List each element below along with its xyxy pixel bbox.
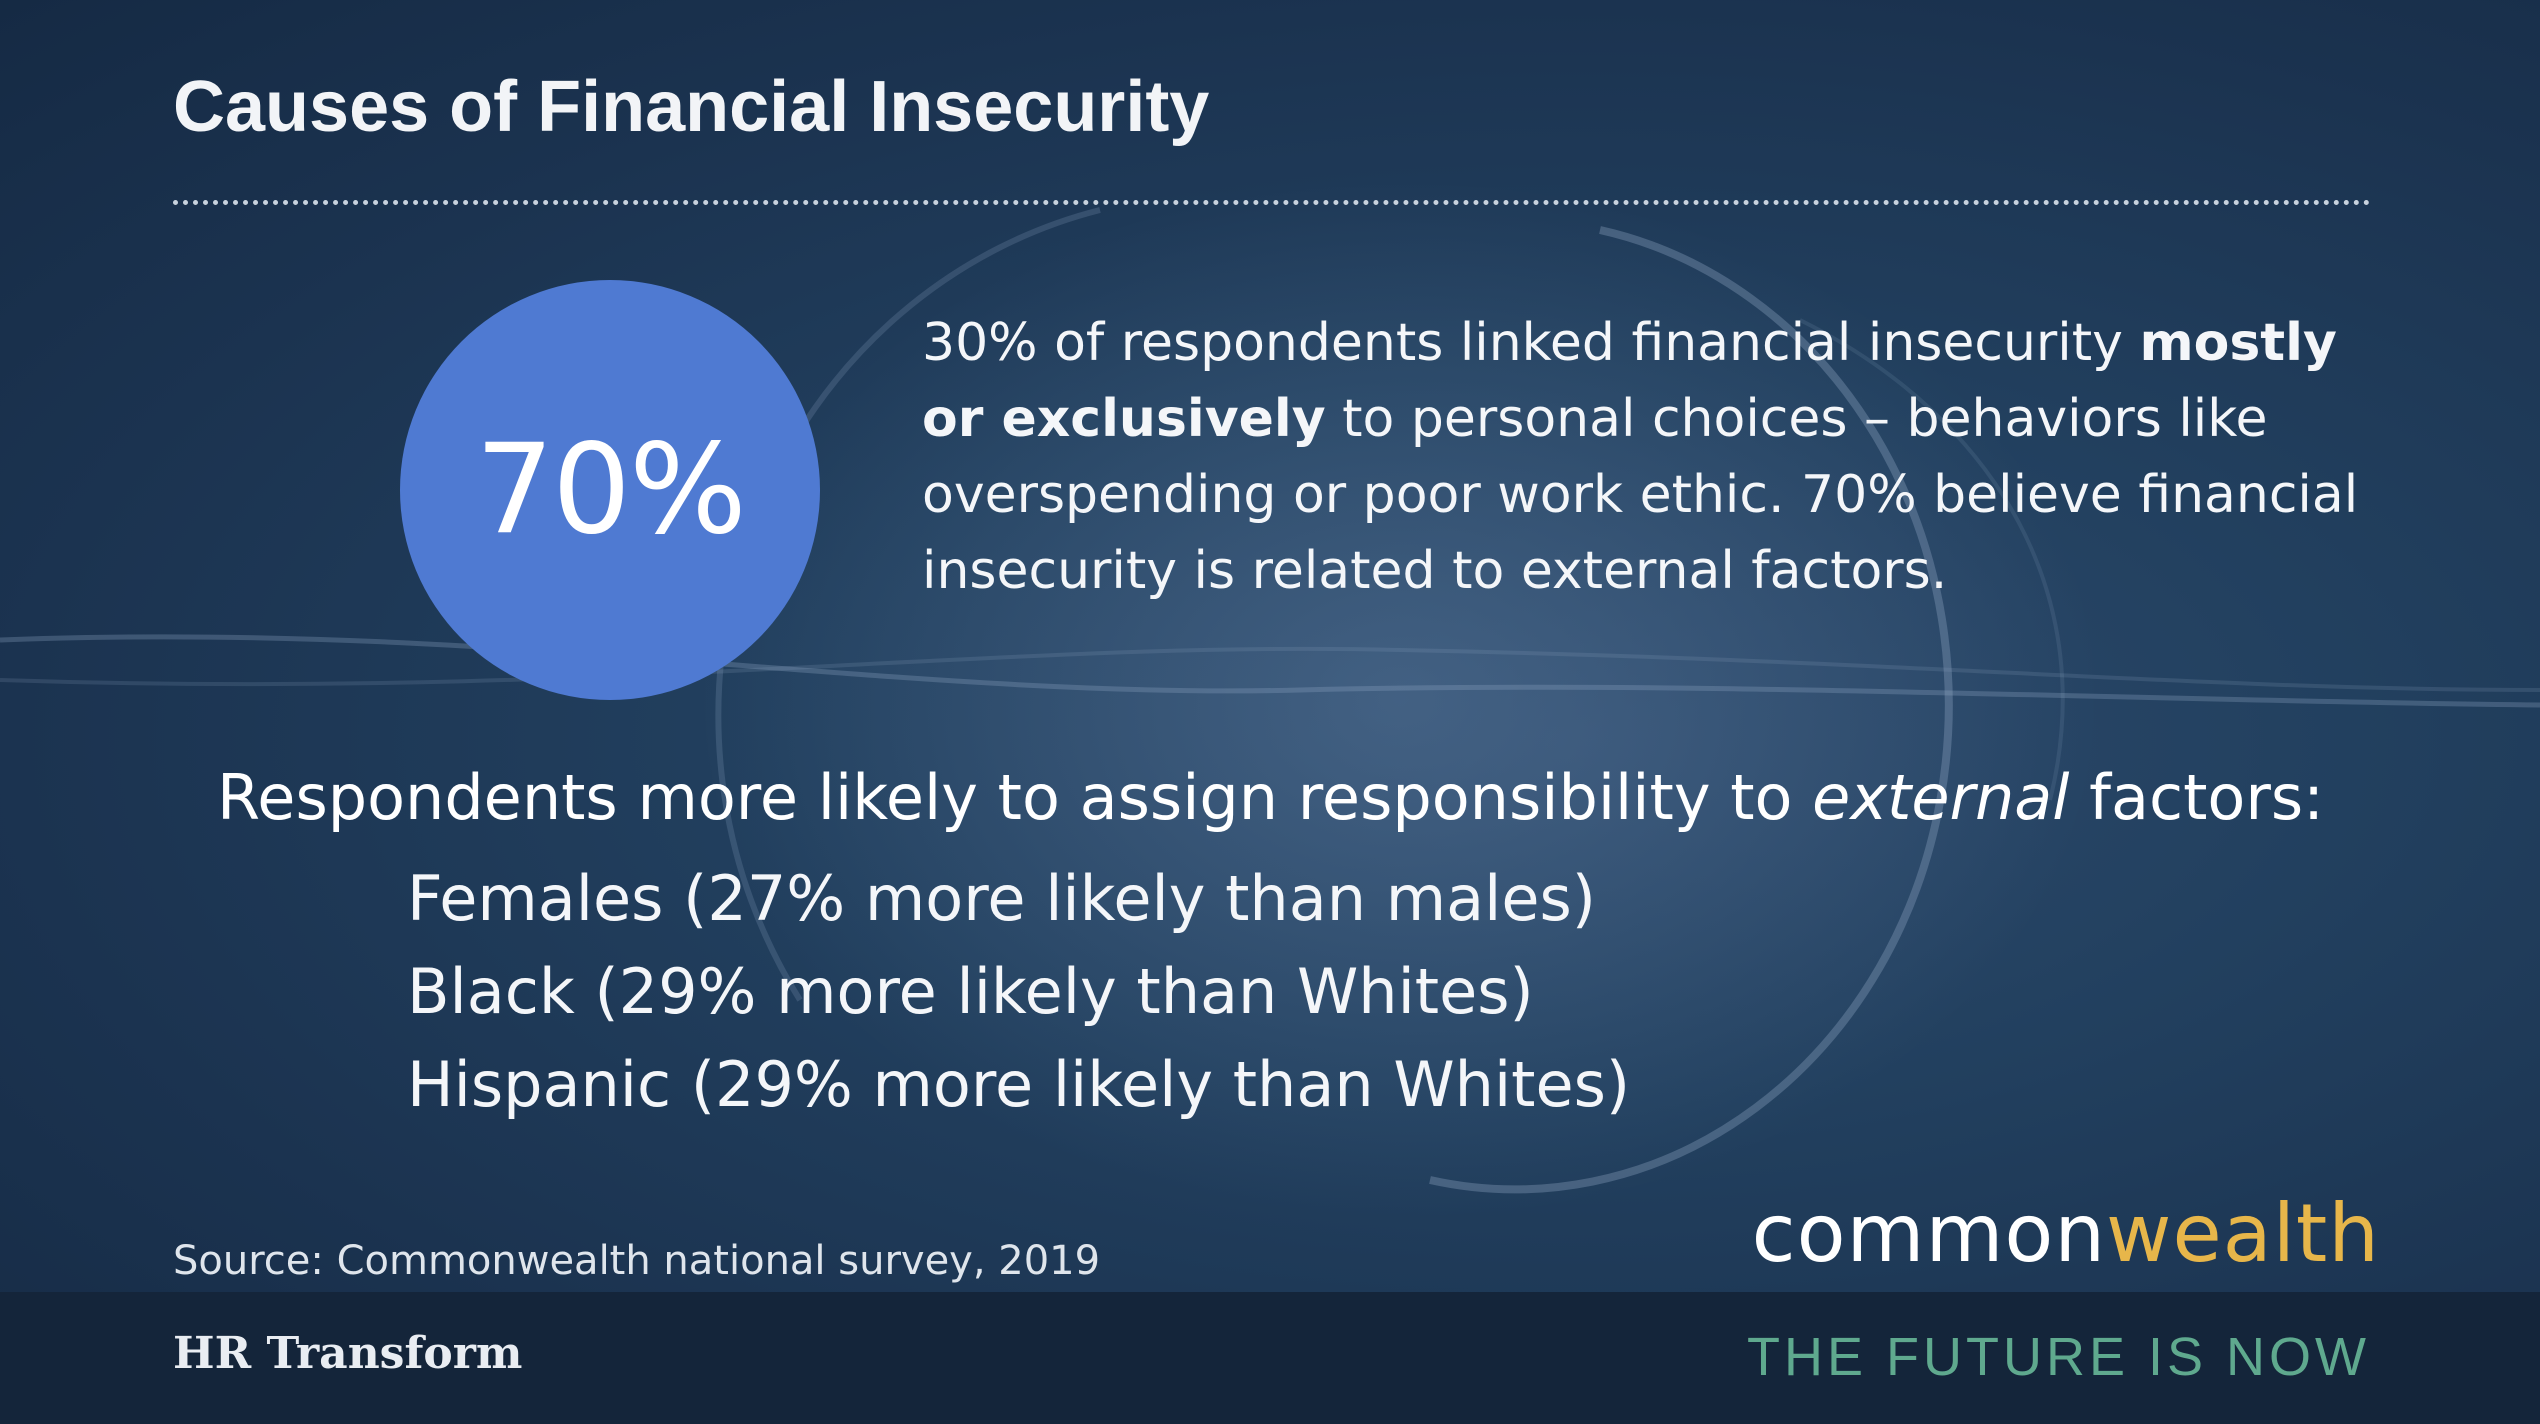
list-item-black: Black (29% more likely than Whites) (407, 955, 1534, 1028)
logo-part-common: common (1751, 1187, 2107, 1280)
slide-title: Causes of Financial Insecurity (173, 67, 1210, 147)
responsibility-list: Females (27% more likely than males) Bla… (407, 852, 1630, 1131)
stat-description: 30% of respondents linked financial inse… (922, 305, 2392, 609)
responsibility-heading-emphasis: external (1812, 761, 2070, 834)
background-globe-art (0, 180, 2540, 1220)
stat-circle: 70% (400, 280, 820, 700)
list-item-hispanic: Hispanic (29% more likely than Whites) (407, 1048, 1631, 1121)
footer-tagline: THE FUTURE IS NOW (1747, 1327, 2370, 1387)
responsibility-heading-after: factors: (2069, 761, 2325, 834)
stat-description-part1: 30% of respondents linked financial inse… (922, 313, 2140, 373)
title-divider (173, 200, 2371, 205)
stat-value: 70% (475, 418, 747, 562)
logo-part-wealth: wealth (2106, 1187, 2380, 1280)
responsibility-heading-before: Respondents more likely to assign respon… (217, 761, 1813, 834)
stat-description-part2: to personal choices – behaviors like ove… (922, 389, 2359, 601)
source-note: Source: Commonwealth national survey, 20… (173, 1238, 1101, 1284)
responsibility-heading: Respondents more likely to assign respon… (217, 760, 2324, 836)
list-item-females: Females (27% more likely than males) (407, 862, 1596, 935)
footer-bar: HR Transform THE FUTURE IS NOW (0, 1292, 2540, 1424)
footer-brand: HR Transform (173, 1328, 523, 1379)
commonwealth-logo: common wealth (1752, 1160, 2380, 1280)
stat-description-bold: mostly or exclusively (922, 313, 2337, 449)
